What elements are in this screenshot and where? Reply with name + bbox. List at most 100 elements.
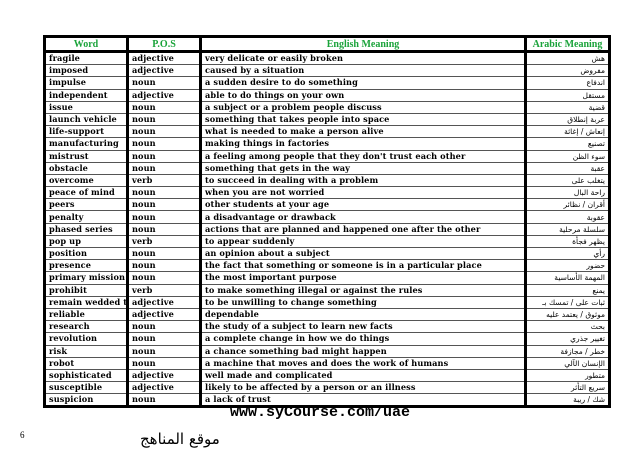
table-row: launch vehicle noun something that takes p… [44, 113, 610, 127]
cell-word: primary mission [44, 271, 129, 285]
cell-english-meaning: a feeling among people that they don't t… [200, 150, 527, 163]
table-row: life-support noun what is needed to make a… [44, 125, 610, 139]
table-row: peers noun other students at your age أقران… [44, 198, 610, 212]
table-row: sophisticated adjective well made and comp… [44, 369, 610, 383]
cell-word: remain wedded to [44, 296, 129, 309]
cell-pos: adjective [127, 51, 202, 66]
cell-english-meaning: to make something illegal or against the… [200, 284, 527, 297]
cell-english-meaning: dependable [200, 308, 527, 322]
cell-english-meaning: to be unwilling to change something [200, 296, 527, 309]
cell-english-meaning: a chance something bad might happen [200, 345, 527, 358]
cell-pos: noun [127, 162, 202, 175]
cell-pos: noun [127, 186, 202, 200]
cell-arabic-meaning: بحث [525, 320, 610, 334]
cell-arabic-meaning: خطر / مجازفة [525, 345, 610, 358]
table-row: reliable adjective dependable موثوق / يعتمد… [44, 308, 610, 322]
cell-arabic-meaning: عقوبة [525, 210, 610, 224]
cell-word: peers [44, 198, 129, 212]
cell-word: mistrust [44, 150, 129, 163]
cell-pos: adjective [127, 296, 202, 309]
cell-arabic-meaning: يظهر فجأة [525, 235, 610, 249]
cell-english-meaning: a machine that moves and does the work o… [200, 357, 527, 370]
cell-word: penalty [44, 210, 129, 224]
cell-pos: adjective [127, 308, 202, 322]
cell-english-meaning: actions that are planned and happened on… [200, 223, 527, 236]
table-row: primary mission noun the most important pu… [44, 271, 610, 285]
cell-pos: noun [127, 210, 202, 224]
table-row: overcome verb to succeed in dealing with a… [44, 174, 610, 188]
table-row: phased series noun actions that are planne… [44, 223, 610, 236]
cell-pos: noun [127, 125, 202, 139]
cell-english-meaning: something that gets in the way [200, 162, 527, 175]
cell-word: manufacturing [44, 137, 129, 151]
table-row: peace of mind noun when you are not worrie… [44, 186, 610, 200]
cell-word: issue [44, 101, 129, 114]
cell-english-meaning: what is needed to make a person alive [200, 125, 527, 139]
table-row: independent adjective able to do things on… [44, 89, 610, 102]
header-word: Word [44, 36, 129, 53]
table-row: position noun an opinion about a subject رأ… [44, 247, 610, 261]
cell-word: impulse [44, 76, 129, 90]
cell-english-meaning: caused by a situation [200, 64, 527, 78]
cell-english-meaning: to succeed in dealing with a problem [200, 174, 527, 188]
cell-pos: noun [127, 320, 202, 334]
table-row: impulse noun a sudden desire to do somethi… [44, 76, 610, 90]
cell-word: risk [44, 345, 129, 358]
table-row: prohibit verb to make something illegal or… [44, 284, 610, 297]
cell-english-meaning: very delicate or easily broken [200, 51, 527, 66]
cell-english-meaning: an opinion about a subject [200, 247, 527, 261]
table-row: remain wedded to adjective to be unwilling… [44, 296, 610, 309]
cell-word: suspicion [44, 393, 129, 408]
cell-arabic-meaning: شك / ريبة [525, 393, 610, 408]
cell-arabic-meaning: حضور [525, 259, 610, 273]
cell-word: peace of mind [44, 186, 129, 200]
cell-english-meaning: able to do things on your own [200, 89, 527, 102]
cell-word: revolution [44, 332, 129, 346]
header-arabic-meaning: Arabic Meaning [525, 36, 610, 53]
cell-arabic-meaning: المهمة الأساسية [525, 271, 610, 285]
cell-pos: noun [127, 150, 202, 163]
table-row: suspicion noun a lack of trust شك / ريبة [44, 393, 610, 408]
cell-english-meaning: a subject or a problem people discuss [200, 101, 527, 114]
table-row: robot noun a machine that moves and does t… [44, 357, 610, 370]
cell-word: position [44, 247, 129, 261]
cell-arabic-meaning: رأي [525, 247, 610, 261]
cell-pos: noun [127, 393, 202, 408]
table-row: risk noun a chance something bad might hap… [44, 345, 610, 358]
cell-word: overcome [44, 174, 129, 188]
cell-word: susceptible [44, 381, 129, 395]
cell-word: launch vehicle [44, 113, 129, 127]
table-row: pop up verb to appear suddenly يظهر فجأة [44, 235, 610, 249]
cell-pos: adjective [127, 64, 202, 78]
cell-pos: noun [127, 271, 202, 285]
cell-arabic-meaning: مفروض [525, 64, 610, 78]
cell-pos: adjective [127, 381, 202, 395]
cell-word: reliable [44, 308, 129, 322]
cell-english-meaning: well made and complicated [200, 369, 527, 383]
cell-arabic-meaning: متطور [525, 369, 610, 383]
cell-english-meaning: likely to be affected by a person or an … [200, 381, 527, 395]
table-header-row: Word P.O.S English Meaning Arabic Meanin… [44, 36, 610, 53]
cell-arabic-meaning: قضية [525, 101, 610, 114]
website-url: www.syCourse.com/uae [229, 404, 411, 421]
cell-arabic-meaning: يمنع [525, 284, 610, 297]
cell-arabic-meaning: موثوق / يعتمد عليه [525, 308, 610, 322]
cell-word: pop up [44, 235, 129, 249]
cell-pos: adjective [127, 89, 202, 102]
cell-pos: noun [127, 113, 202, 127]
cell-english-meaning: a complete change in how we do things [200, 332, 527, 346]
cell-pos: verb [127, 235, 202, 249]
table-row: mistrust noun a feeling among people that … [44, 150, 610, 163]
table-row: fragile adjective very delicate or easily … [44, 51, 610, 66]
cell-word: robot [44, 357, 129, 370]
cell-arabic-meaning: عقبة [525, 162, 610, 175]
cell-english-meaning: a sudden desire to do something [200, 76, 527, 90]
vocabulary-table: Word P.O.S English Meaning Arabic Meanin… [43, 35, 611, 409]
cell-pos: adjective [127, 369, 202, 383]
cell-word: phased series [44, 223, 129, 236]
cell-arabic-meaning: تصنيع [525, 137, 610, 151]
cell-pos: noun [127, 101, 202, 114]
cell-pos: verb [127, 174, 202, 188]
header-pos: P.O.S [127, 36, 202, 53]
cell-word: obstacle [44, 162, 129, 175]
